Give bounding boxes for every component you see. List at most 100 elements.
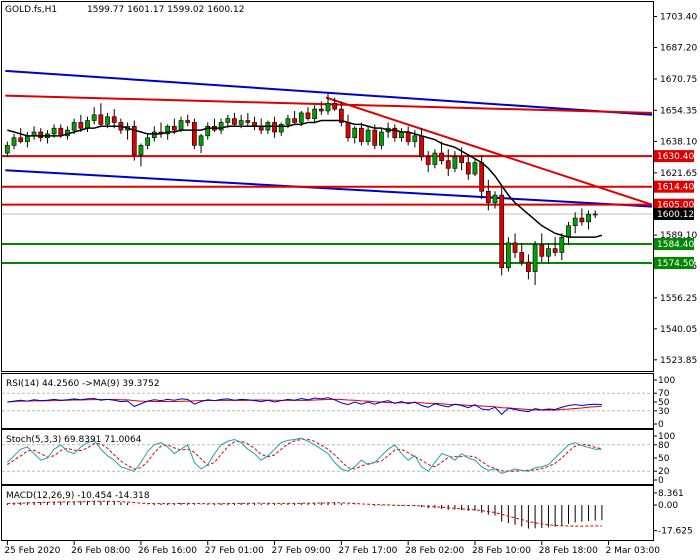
macd-signal-line [7, 500, 602, 527]
candle-body [318, 108, 324, 112]
candle-body [452, 156, 458, 169]
chart-ohlc-header: 1599.77 1601.17 1599.02 1600.12 [87, 5, 244, 15]
candle-body [165, 125, 171, 135]
macd-tick-label: 8.361 [658, 489, 684, 499]
candle-body [539, 244, 545, 257]
price-tick-label: 1556.25 [660, 294, 697, 304]
candle-body [98, 114, 104, 125]
candle-body [559, 236, 565, 253]
stoch-header: Stoch(5,3,3) 69.8391 71.0064 [6, 435, 142, 445]
price-tick-label: 1523.85 [660, 356, 697, 366]
trendline [5, 169, 653, 208]
macd-panel [6, 500, 603, 529]
level-tag-label: 1614.40 [657, 183, 694, 193]
candle-body [151, 131, 157, 139]
stoch-tick-label: 20 [658, 467, 670, 477]
candle-body [526, 261, 531, 272]
candle-body [292, 118, 297, 123]
candle-body [492, 194, 498, 204]
candle-body [298, 112, 304, 123]
macd-tick-label: -17.625 [658, 527, 693, 537]
candle-body [399, 131, 404, 139]
price-tick-label: 1589.10 [660, 231, 697, 241]
candle-body [178, 120, 184, 131]
macd-header: MACD(12,26,9) -10.454 -14.318 [6, 491, 150, 501]
candle-body [205, 125, 211, 137]
stoch-tick-label: 100 [658, 432, 675, 442]
rsi-tick-label: 70 [658, 389, 670, 399]
candle-body [485, 190, 491, 204]
candle-body [379, 131, 384, 146]
candle-body [459, 156, 464, 163]
level-tag [654, 256, 694, 269]
candle-body [138, 145, 144, 156]
rsi-panel [2, 392, 652, 416]
chart-symbol-header: GOLD.fs,H1 [5, 5, 57, 15]
candle-body [338, 108, 344, 123]
candle-body [192, 122, 197, 146]
candle-body [245, 120, 251, 123]
price-tick-label: 1540.05 [660, 325, 697, 335]
candle-body [305, 112, 311, 119]
candle-body [506, 242, 511, 269]
level-tag [654, 198, 694, 211]
candle-body [472, 162, 478, 175]
time-tick-label: 27 Feb 01:00 [205, 546, 264, 556]
candle-body [272, 122, 277, 133]
candle-body [592, 213, 598, 216]
rsi-panel-frame [1, 373, 654, 429]
candle-body [532, 244, 538, 272]
candle-body [465, 162, 471, 175]
candle-body [51, 127, 57, 135]
stoch-k-line [6, 437, 602, 474]
candle-body [218, 122, 224, 131]
candle-body [405, 131, 411, 142]
time-tick-label: 28 Feb 10:00 [472, 546, 531, 556]
macd-tick-label: 0.00 [658, 501, 678, 511]
current-price-label: 1600.12 [657, 210, 694, 220]
level-tag-label: 1630.40 [657, 152, 694, 162]
candle-body [145, 137, 150, 146]
stoch-tick-label: 0 [658, 476, 664, 486]
candle-body [332, 103, 338, 110]
candle-body [345, 122, 351, 139]
candle-body [78, 122, 84, 129]
candle-body [419, 135, 424, 158]
candle-body [579, 217, 585, 223]
candle-body [85, 120, 90, 129]
candle-body [519, 252, 525, 263]
candle-body [38, 131, 44, 139]
time-tick-label: 26 Feb 08:00 [71, 546, 130, 556]
time-tick-label: 28 Feb 18:00 [539, 546, 598, 556]
rsi-tick-label: 100 [658, 376, 675, 386]
candle-body [238, 120, 244, 125]
macd-panel-frame [1, 485, 654, 541]
level-tag-label: 1605.00 [657, 201, 694, 211]
candle-body [18, 137, 24, 142]
stoch-panel [2, 437, 652, 474]
candle-body [11, 137, 17, 146]
price-tick-label: 1654.35 [660, 106, 697, 116]
candle-body [278, 124, 284, 133]
candle-body [546, 248, 551, 257]
stoch-tick-label: 50 [658, 454, 670, 464]
level-tag-label: 1574.50 [657, 259, 694, 269]
current-price-tag [654, 207, 694, 220]
rsi-tick-label: 0 [658, 420, 664, 430]
candle-body [198, 135, 204, 146]
candle-body [392, 127, 398, 139]
stoch-tick-label: 80 [658, 441, 670, 451]
rsi-line [7, 397, 602, 416]
rsi-tick-label: 30 [658, 407, 670, 417]
candle-body [566, 225, 571, 238]
time-tick-label: 25 Feb 2020 [4, 546, 60, 556]
candle-body [412, 135, 418, 142]
candle-body [25, 135, 30, 142]
candle-body [445, 160, 451, 169]
candle-body [91, 114, 97, 121]
time-tick-label: 28 Feb 02:00 [405, 546, 464, 556]
candle-body [479, 162, 485, 192]
level-tag-label: 1584.40 [657, 240, 694, 250]
axes: 1703.40 1687.20 1670.75 1654.35 1638.10 1621.… [4, 13, 697, 556]
